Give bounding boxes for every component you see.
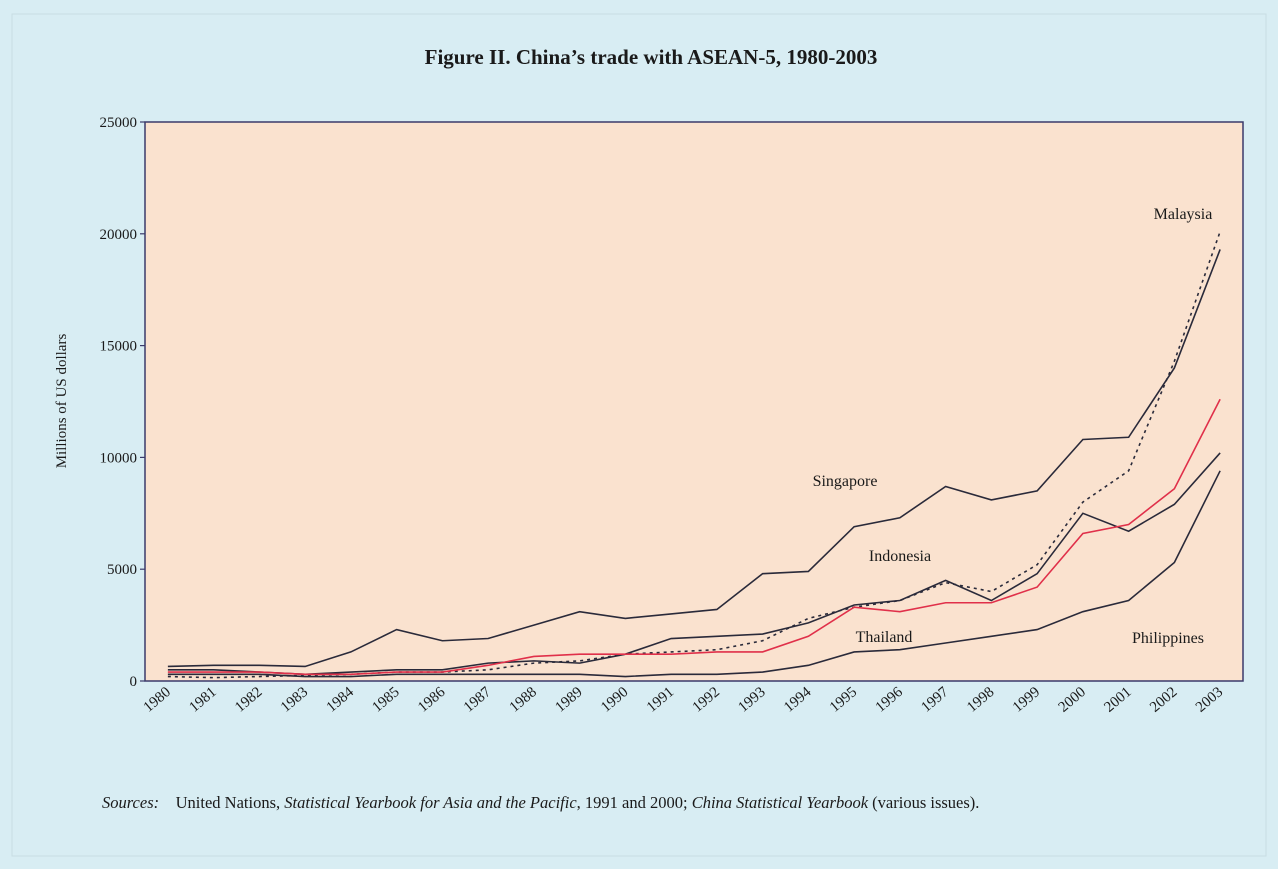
series-label: Thailand	[856, 629, 913, 646]
page: {"chart_data": { "type": "line", "title"…	[0, 0, 1278, 869]
y-axis-label: Millions of US dollars	[54, 334, 70, 469]
y-tick-label: 0	[130, 674, 138, 690]
y-tick-label: 15000	[100, 339, 138, 355]
y-tick-label: 20000	[100, 227, 138, 243]
series-label: Singapore	[813, 473, 878, 490]
source-part: China Statistical Yearbook	[692, 793, 868, 812]
series-label: Indonesia	[869, 548, 931, 565]
source-label: Sources:	[102, 793, 159, 812]
source-part: United Nations,	[176, 793, 285, 812]
source-part: Statistical Yearbook for Asia and the Pa…	[284, 793, 576, 812]
chart: Figure II. China’s trade with ASEAN-5, 1…	[0, 0, 1278, 869]
y-tick-label: 25000	[100, 115, 138, 131]
source-part: , 1991 and 2000;	[577, 793, 692, 812]
series-label: Philippines	[1132, 630, 1204, 647]
source-note: Sources: United Nations, Statistical Yea…	[28, 790, 1243, 816]
series-label: Malaysia	[1154, 206, 1213, 223]
chart-title: Figure II. China’s trade with ASEAN-5, 1…	[425, 45, 878, 69]
source-part: (various issues).	[868, 793, 979, 812]
y-tick-label: 10000	[100, 450, 138, 466]
y-tick-label: 5000	[107, 562, 137, 578]
plot-area	[145, 122, 1243, 681]
